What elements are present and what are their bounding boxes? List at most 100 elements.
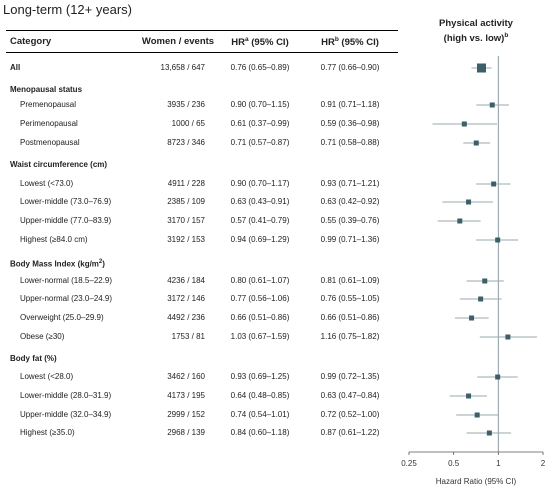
header-top-rule xyxy=(6,30,398,31)
pa-line2: (high vs. low) xyxy=(443,33,505,45)
row-label-text: Premenopausal xyxy=(20,100,77,109)
hr-a-cell: 0.90 (0.70–1.17) xyxy=(230,179,290,188)
hr-a-cell: 0.74 (0.54–1.01) xyxy=(230,410,290,419)
x-tick-label: 0.5 xyxy=(448,459,460,468)
row-label-text: Body fat (%) xyxy=(10,354,57,363)
hr-marker xyxy=(466,199,472,205)
row-label-text: Overweight (25.0–29.9) xyxy=(20,313,104,322)
hr-marker xyxy=(473,140,479,146)
hr-b-cell: 1.16 (0.75–1.82) xyxy=(320,332,380,341)
section-label: Menopausal status xyxy=(10,85,82,95)
row-label: Upper-middle (32.0–34.9) xyxy=(10,410,111,420)
hr-b-cell: 0.99 (0.71–1.36) xyxy=(320,235,380,244)
hr-b-cell: 0.81 (0.61–1.09) xyxy=(320,276,380,285)
row-label-text: Postmenopausal xyxy=(20,138,80,147)
x-tick-label: 1 xyxy=(496,459,501,468)
row-label-text: Highest (≥35.0) xyxy=(20,428,75,437)
row-label: Postmenopausal xyxy=(10,138,80,148)
row-label-text: All xyxy=(10,63,21,72)
women-events-cell: 3172 / 146 xyxy=(167,294,205,303)
hr-a-cell: 1.03 (0.67–1.59) xyxy=(230,332,290,341)
x-tick-label: 0.25 xyxy=(401,459,417,468)
header-bottom-rule xyxy=(6,52,398,53)
hr-marker xyxy=(489,102,495,108)
hr-a-cell: 0.77 (0.56–1.06) xyxy=(230,294,290,303)
hr-b-text: HR xyxy=(321,37,335,49)
section-label: Waist circumference (cm) xyxy=(10,160,107,170)
column-header-physical-activity: Physical activity (high vs. low)b xyxy=(439,18,513,45)
women-events-cell: 1000 / 65 xyxy=(171,119,205,128)
hr-b-cell: 0.55 (0.39–0.76) xyxy=(320,216,380,225)
hr-b-cell: 0.93 (0.71–1.21) xyxy=(320,179,380,188)
row-label-text: Lower-normal (18.5–22.9) xyxy=(20,276,113,285)
row-label-text: Upper-middle (77.0–83.9) xyxy=(20,216,112,225)
women-events-cell: 13,658 / 647 xyxy=(160,63,205,72)
hr-b-sup: b xyxy=(334,36,339,43)
page-title: Long-term (12+ years) xyxy=(3,2,132,17)
women-events-cell: 3192 / 153 xyxy=(167,235,205,244)
row-label-text: Perimenopausal xyxy=(20,119,78,128)
row-label: Premenopausal xyxy=(10,100,76,110)
row-label: Lowest (<28.0) xyxy=(10,372,73,382)
hr-b-cell: 0.63 (0.47–0.84) xyxy=(320,391,380,400)
hr-b-cell: 0.66 (0.51–0.86) xyxy=(320,313,380,322)
hr-a-cell: 0.93 (0.69–1.25) xyxy=(230,372,290,381)
row-label: Perimenopausal xyxy=(10,119,78,129)
women-events-cell: 4492 / 236 xyxy=(167,313,205,322)
hr-a-cell: 0.57 (0.41–0.79) xyxy=(230,216,290,225)
women-events-cell: 2385 / 109 xyxy=(167,197,205,206)
hr-a-sup: a xyxy=(244,36,249,43)
section-label: Body fat (%) xyxy=(10,354,57,364)
women-events-cell: 4173 / 195 xyxy=(167,391,205,400)
row-label: Lowest (<73.0) xyxy=(10,179,73,189)
hr-a-cell: 0.66 (0.51–0.86) xyxy=(230,313,290,322)
women-events-cell: 4236 / 184 xyxy=(167,276,205,285)
hr-marker xyxy=(505,334,511,340)
women-events-cell: 8723 / 346 xyxy=(167,138,205,147)
hr-a-cell: 0.63 (0.43–0.91) xyxy=(230,197,290,206)
x-axis-label: Hazard Ratio (95% CI) xyxy=(436,477,517,486)
row-label-text: Menopausal status xyxy=(10,85,83,94)
row-label: Highest (≥35.0) xyxy=(10,428,75,438)
hr-marker xyxy=(466,393,472,399)
hr-a-cell: 0.80 (0.61–1.07) xyxy=(230,276,290,285)
row-label-text: Body Mass Index (kg/m xyxy=(10,259,99,269)
row-label: Obese (≥30) xyxy=(10,332,64,342)
row-label: All xyxy=(10,63,20,73)
hr-b-suffix: (95% CI) xyxy=(338,37,379,49)
row-label-text: Lowest (<28.0) xyxy=(20,372,74,381)
hr-b-cell: 0.72 (0.52–1.00) xyxy=(320,410,380,419)
hr-a-cell: 0.84 (0.60–1.18) xyxy=(230,428,290,437)
hr-a-cell: 0.71 (0.57–0.87) xyxy=(230,138,290,147)
hr-b-cell: 0.63 (0.42–0.92) xyxy=(320,197,380,206)
column-header-women-events: Women / events xyxy=(141,36,215,47)
pa-line1: Physical activity xyxy=(439,18,513,29)
women-events-cell: 3170 / 157 xyxy=(167,216,205,225)
hr-marker xyxy=(495,374,501,380)
row-label: Upper-normal (23.0–24.9) xyxy=(10,294,112,304)
hr-marker xyxy=(474,412,480,418)
column-header-hr-b: HRb (95% CI) xyxy=(321,36,379,48)
row-label-sup: 2 xyxy=(98,259,103,265)
women-events-cell: 2968 / 139 xyxy=(167,428,205,437)
row-label-text: Lower-middle (28.0–31.9) xyxy=(20,391,112,400)
row-label: Highest (≥84.0 cm) xyxy=(10,235,88,245)
x-tick-label: 2 xyxy=(541,459,546,468)
row-label: Lower-middle (28.0–31.9) xyxy=(10,391,111,401)
hr-marker xyxy=(495,237,501,243)
hr-marker xyxy=(491,181,497,187)
hr-marker xyxy=(461,121,467,127)
hr-a-cell: 0.64 (0.48–0.85) xyxy=(230,391,290,400)
hr-b-cell: 0.91 (0.71–1.18) xyxy=(320,100,380,109)
row-label-text: Upper-middle (32.0–34.9) xyxy=(20,410,112,419)
hr-a-text: HR xyxy=(231,37,245,49)
row-label-suffix: ) xyxy=(102,259,105,269)
hr-a-cell: 0.94 (0.69–1.29) xyxy=(230,235,290,244)
row-label: Lower-normal (18.5–22.9) xyxy=(10,276,112,286)
column-header-category: Category xyxy=(10,36,52,47)
hr-marker xyxy=(478,296,484,302)
hr-a-cell: 0.61 (0.37–0.99) xyxy=(230,119,290,128)
row-label-text: Lowest (<73.0) xyxy=(20,179,74,188)
hr-marker xyxy=(457,218,463,224)
hr-a-cell: 0.90 (0.70–1.15) xyxy=(230,100,290,109)
